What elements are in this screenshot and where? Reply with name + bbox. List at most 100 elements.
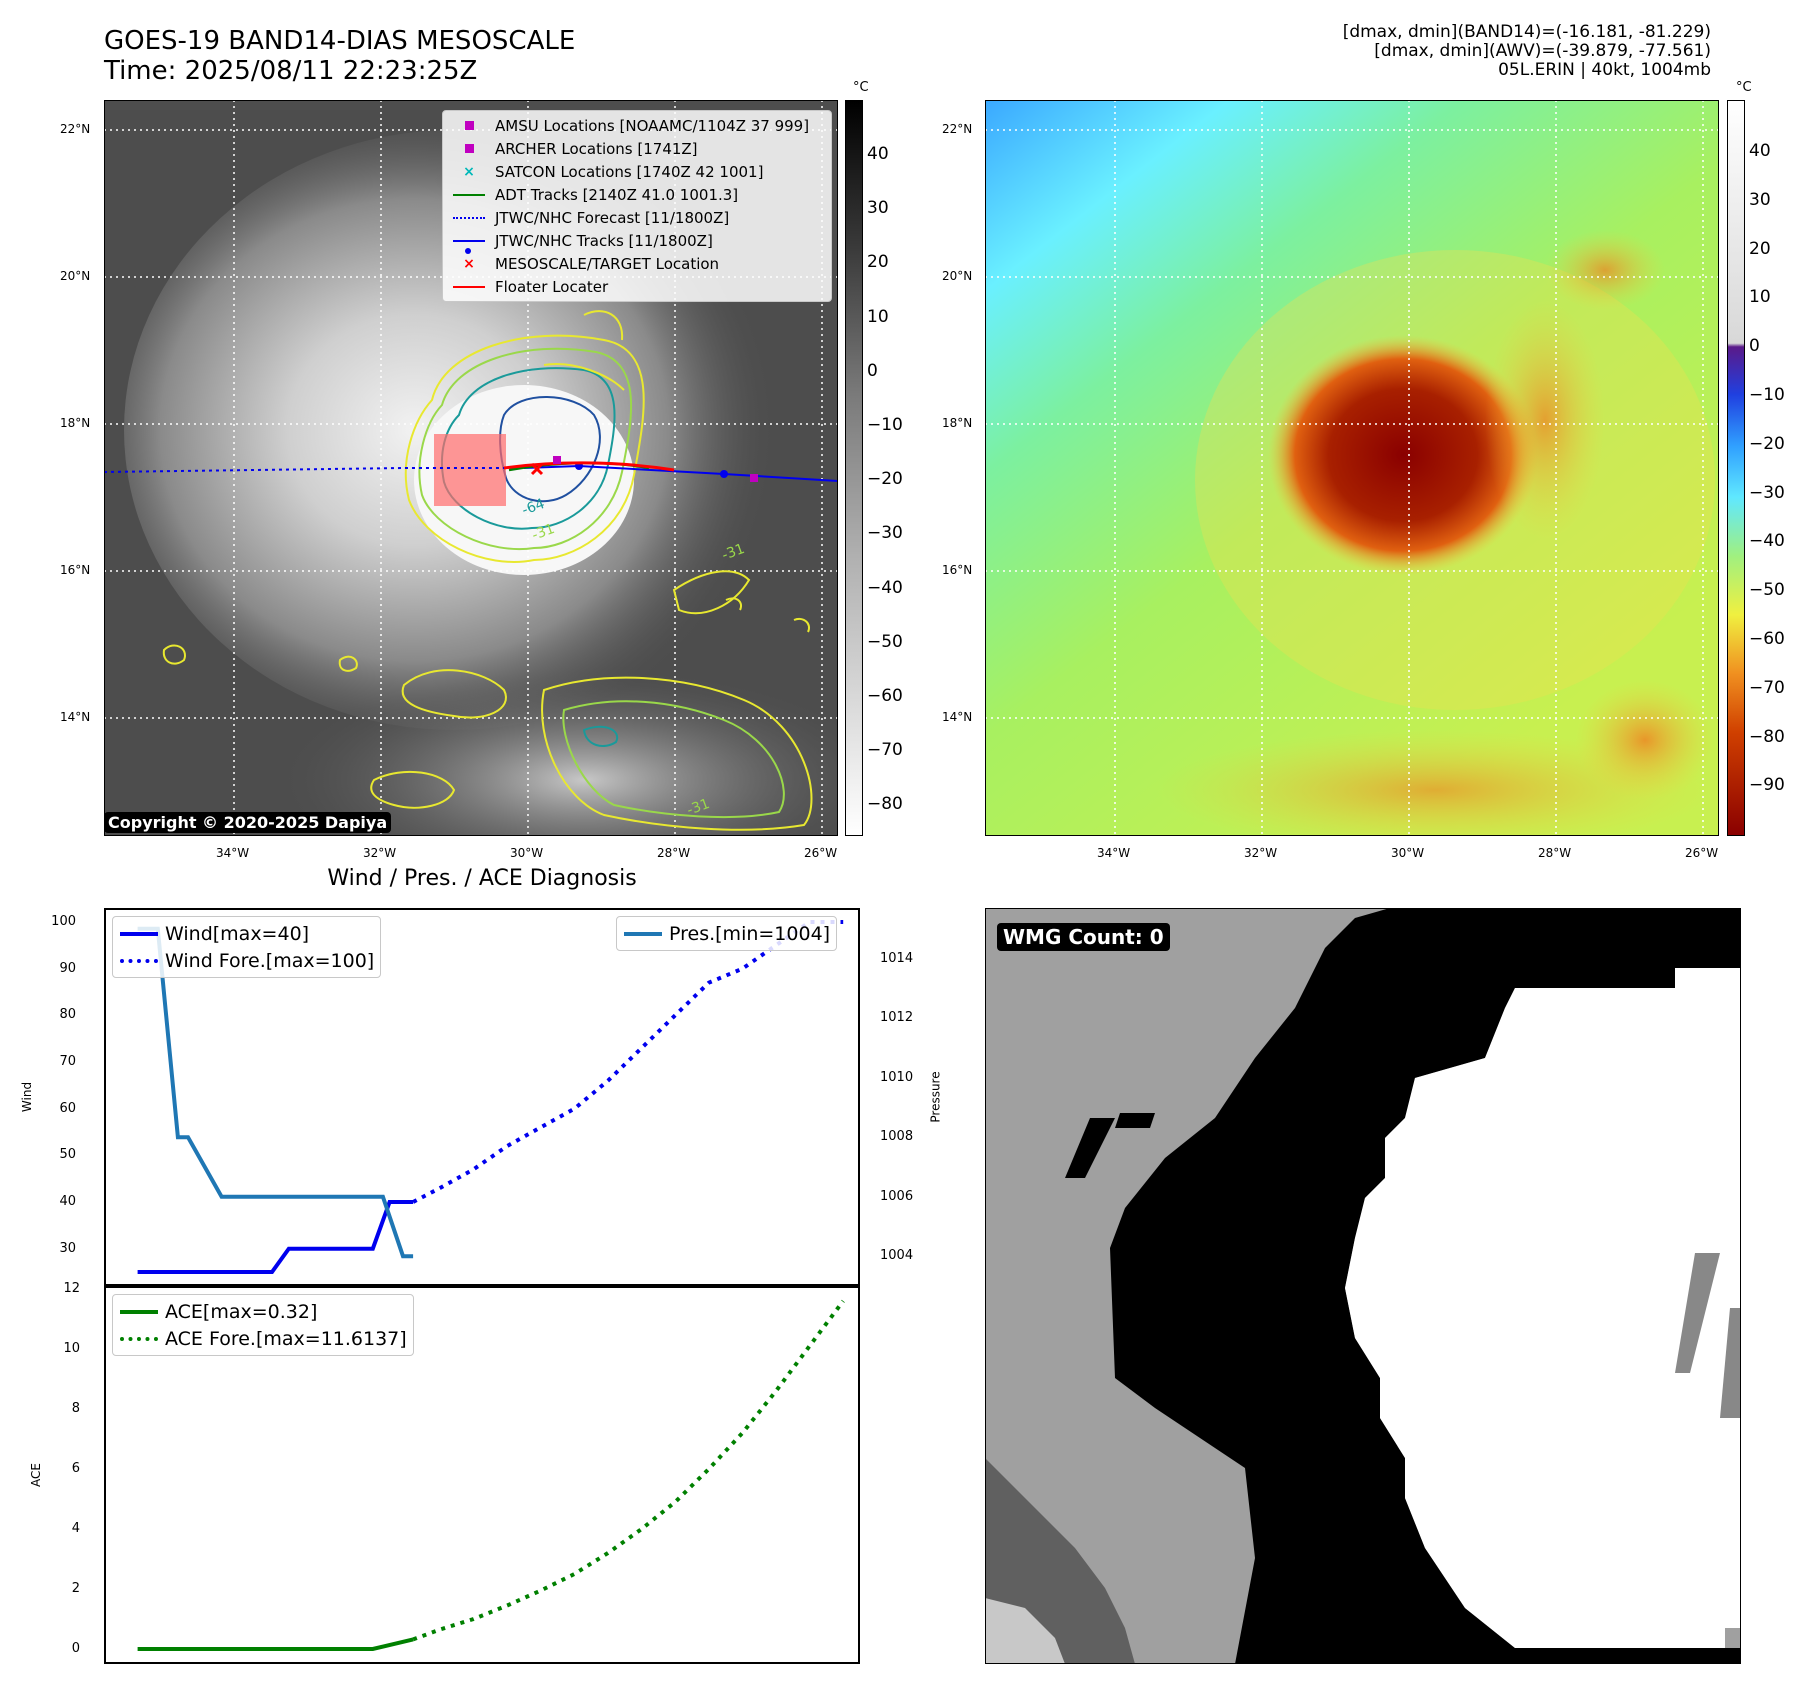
y-tick-label: 12 bbox=[63, 1281, 80, 1296]
awv-lat-label: 16°N bbox=[942, 563, 973, 577]
awv-warm-patch bbox=[1575, 680, 1715, 800]
floater-locater bbox=[503, 461, 675, 472]
awv-eye bbox=[1268, 335, 1538, 575]
legend-label: AMSU Locations [NOAAMC/1104Z 37 999] bbox=[495, 116, 810, 135]
ir-colorbar-tick-label: −60 bbox=[867, 686, 903, 706]
y-tick-label: 4 bbox=[71, 1521, 80, 1536]
x-marker-icon: × bbox=[463, 163, 475, 180]
awv-lat-label: 18°N bbox=[942, 416, 973, 430]
wind-legend: Wind[max=40] Wind Fore.[max=100] bbox=[112, 916, 382, 978]
map-lat-label: 20°N bbox=[60, 269, 91, 283]
y-tick-label: 6 bbox=[71, 1461, 80, 1476]
y-tick-label: 8 bbox=[71, 1401, 80, 1416]
pressure-tick-label: 1004 bbox=[880, 1248, 914, 1264]
line-icon bbox=[623, 931, 663, 936]
legend-label: Floater Locater bbox=[495, 277, 609, 296]
wmg-black-patch bbox=[1115, 1113, 1155, 1128]
y-tick-label: 2 bbox=[71, 1581, 80, 1596]
map-lat-label: 14°N bbox=[60, 710, 91, 724]
legend-archer: ARCHER Locations [1741Z] bbox=[443, 137, 831, 160]
jtwc-track bbox=[523, 464, 838, 482]
ir-colorbar-tick-label: −10 bbox=[867, 415, 903, 435]
map-lat-label: 22°N bbox=[60, 122, 91, 136]
pressure-axis-label: Pressure bbox=[928, 1071, 943, 1123]
y-tick-label: 100 bbox=[51, 914, 76, 929]
line-icon bbox=[449, 285, 489, 288]
ir-colorbar-tick-label: 10 bbox=[867, 306, 889, 327]
archer-location bbox=[750, 474, 758, 482]
legend-label: SATCON Locations [1740Z 42 1001] bbox=[495, 162, 764, 181]
wmg-light-corner bbox=[985, 1598, 1065, 1664]
map-lon-label: 34°W bbox=[216, 846, 250, 860]
series-line-wind-fore-max- bbox=[412, 920, 844, 1204]
legend-label: Wind Fore.[max=100] bbox=[165, 949, 375, 972]
map-lat-label: 16°N bbox=[60, 563, 91, 577]
chart-frame bbox=[104, 908, 860, 1286]
ir-colorbar-tick-label: −70 bbox=[867, 740, 903, 761]
pressure-tick-label: 1014 bbox=[880, 950, 914, 966]
wmg-white-region bbox=[1345, 968, 1741, 1648]
wmg-black-patch bbox=[1065, 1118, 1115, 1178]
awv-lon-label: 26°W bbox=[1685, 846, 1719, 860]
wmg-black-region bbox=[1110, 908, 1741, 1664]
awv-colorbar-tick-label: −30 bbox=[1749, 482, 1785, 503]
map-legend: AMSU Locations [NOAAMC/1104Z 37 999] ARC… bbox=[442, 110, 832, 302]
map-lon-label: 30°W bbox=[510, 846, 544, 860]
title-line-1: GOES-19 BAND14-DIAS MESOSCALE bbox=[104, 26, 576, 56]
awv-colorbar-tick-label: 30 bbox=[1749, 189, 1771, 210]
jtwc-track-point bbox=[720, 470, 728, 478]
awv-gridlines bbox=[985, 100, 1719, 836]
wind-axis-label: Wind bbox=[20, 1081, 35, 1113]
info-line-1: [dmax, dmin](BAND14)=(-16.181, -81.229) bbox=[1342, 22, 1711, 42]
awv-colorbar bbox=[1727, 100, 1745, 836]
ir-colorbar-tick-label: −40 bbox=[867, 577, 903, 598]
contour-label-4: -31 bbox=[685, 796, 712, 819]
legend-ace: ACE[max=0.32] bbox=[113, 1298, 413, 1325]
diagnosis-title: Wind / Pres. / ACE Diagnosis bbox=[327, 866, 637, 891]
ir-colorbar-tick-label: 20 bbox=[867, 252, 889, 273]
legend-label: Pres.[min=1004] bbox=[669, 922, 831, 945]
legend-label: ADT Tracks [2140Z 41.0 1001.3] bbox=[495, 185, 739, 204]
y-tick-label: 40 bbox=[59, 1194, 76, 1209]
awv-colorbar-tick-label: −70 bbox=[1749, 677, 1785, 698]
square-marker-icon bbox=[449, 144, 489, 153]
ir-colorbar-tick-label: 0 bbox=[867, 360, 878, 381]
amsu-location bbox=[553, 456, 561, 464]
awv-colorbar-tick-label: 40 bbox=[1749, 141, 1771, 161]
ir-colorbar-tick-label: −50 bbox=[867, 631, 903, 652]
ir-colorbar-tick-label: −30 bbox=[867, 523, 903, 544]
pressure-tick-label: 1006 bbox=[880, 1188, 914, 1204]
awv-warm-patch bbox=[1155, 730, 1715, 836]
title-line-2: Time: 2025/08/11 22:23:25Z bbox=[104, 56, 478, 86]
y-tick-label: 30 bbox=[59, 1240, 76, 1256]
ace-axis-label: ACE bbox=[28, 1463, 43, 1487]
awv-colorbar-tick-label: −50 bbox=[1749, 580, 1785, 601]
awv-warm-patch bbox=[1485, 300, 1605, 540]
awv-colorbar-tick-label: 10 bbox=[1749, 287, 1771, 308]
awv-lat-label: 20°N bbox=[942, 269, 973, 283]
pressure-tick-label: 1008 bbox=[880, 1129, 914, 1145]
awv-colorbar-unit: °C bbox=[1736, 80, 1752, 95]
pressure-tick-label: 1012 bbox=[880, 1010, 914, 1026]
cold-core bbox=[414, 385, 634, 575]
y-tick-label: 0 bbox=[71, 1641, 80, 1656]
legend-wind-fore: Wind Fore.[max=100] bbox=[113, 947, 380, 974]
legend-pressure: Pres.[min=1004] bbox=[617, 920, 836, 947]
legend-satcon: × SATCON Locations [1740Z 42 1001] bbox=[443, 160, 831, 183]
awv-colorbar-tick-label: −10 bbox=[1749, 385, 1785, 405]
line-icon bbox=[119, 931, 159, 936]
jtwc-forecast-track bbox=[104, 467, 524, 473]
awv-colorbar-tick-label: 20 bbox=[1749, 238, 1771, 259]
line-dot-icon bbox=[449, 239, 489, 254]
contour-label-1: -64 bbox=[520, 496, 547, 519]
dotted-line-icon bbox=[119, 1336, 159, 1341]
wmg-gray-patch bbox=[1675, 1253, 1720, 1373]
dotted-line-icon bbox=[449, 216, 489, 219]
awv-lat-label: 22°N bbox=[942, 122, 973, 136]
ir-colorbar-tick-label: 30 bbox=[867, 198, 889, 219]
wmg-count-badge: WMG Count: 0 bbox=[997, 923, 1170, 951]
square-marker-icon bbox=[449, 121, 489, 130]
ir-colorbar bbox=[845, 100, 863, 836]
ir-colorbar-tick-label: 40 bbox=[867, 144, 889, 164]
figure-title: GOES-19 BAND14-DIAS MESOSCALE Time: 2025… bbox=[104, 26, 575, 86]
